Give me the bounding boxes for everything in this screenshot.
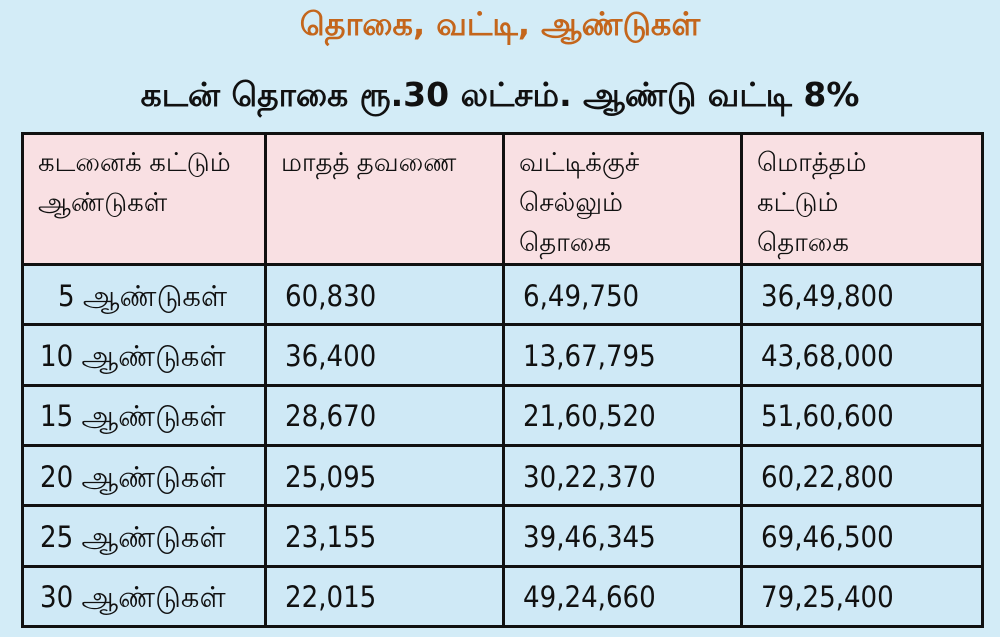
table-row: 20 ஆண்டுகள் 25,095 30,22,370 60,22,800 [21,443,984,508]
page-title: தொகை, வட்டி, ஆண்டுகள் [299,5,701,43]
cell-years: 5 ஆண்டுகள் [21,262,267,327]
table-row: 15 ஆண்டுகள் 28,670 21,60,520 51,60,600 [21,383,984,447]
header-line: செல்லும் [519,188,623,218]
cell-total-amount: 36,49,800 [740,262,984,327]
cell-years: 25 ஆண்டுகள் [21,504,267,568]
cell-monthly-installment: 22,015 [264,564,505,629]
cell-years: 10 ஆண்டுகள் [21,323,267,387]
header-total-amount: மொத்தம் கட்டும் தொகை [740,132,984,266]
header-line: வட்டிக்குச் [519,148,640,178]
cell-total-amount: 79,25,400 [740,564,984,629]
cell-years: 30 ஆண்டுகள் [21,564,267,629]
cell-total-amount: 51,60,600 [740,383,984,447]
cell-total-amount: 43,68,000 [740,323,984,387]
cell-interest-amount: 21,60,520 [502,383,743,447]
table-row: 25 ஆண்டுகள் 23,155 39,46,345 69,46,500 [21,504,984,568]
cell-interest-amount: 6,49,750 [502,262,743,327]
header-line: மொத்தம் [757,148,867,178]
cell-years: 20 ஆண்டுகள் [21,443,267,508]
cell-monthly-installment: 25,095 [264,443,505,508]
cell-interest-amount: 13,67,795 [502,323,743,387]
header-row: கடனைக் கட்டும் ஆண்டுகள் மாதத் தவணை வட்டி… [21,132,984,266]
header-line: கட்டும் [757,188,839,218]
table-header: கடனைக் கட்டும் ஆண்டுகள் மாதத் தவணை வட்டி… [21,132,984,266]
cell-total-amount: 69,46,500 [740,504,984,568]
loan-table: கடனைக் கட்டும் ஆண்டுகள் மாதத் தவணை வட்டி… [21,132,984,629]
cell-total-amount: 60,22,800 [740,443,984,508]
table-body: 5 ஆண்டுகள் 60,830 6,49,750 36,49,800 10 … [21,262,984,629]
cell-monthly-installment: 36,400 [264,323,505,387]
cell-monthly-installment: 60,830 [264,262,505,327]
header-interest-amount: வட்டிக்குச் செல்லும் தொகை [502,132,743,266]
header-line: தொகை [757,228,849,258]
page-subtitle: கடன் தொகை ரூ.30 லட்சம். ஆண்டு வட்டி 8% [140,75,860,114]
header-line: மாதத் தவணை [281,148,457,178]
cell-interest-amount: 49,24,660 [502,564,743,629]
cell-monthly-installment: 23,155 [264,504,505,568]
cell-years: 15 ஆண்டுகள் [21,383,267,447]
cell-interest-amount: 30,22,370 [502,443,743,508]
header-monthly-installment: மாதத் தவணை [264,132,505,266]
table-row: 30 ஆண்டுகள் 22,015 49,24,660 79,25,400 [21,564,984,629]
header-years: கடனைக் கட்டும் ஆண்டுகள் [21,132,267,266]
cell-interest-amount: 39,46,345 [502,504,743,568]
header-line: ஆண்டுகள் [38,188,168,218]
header-line: கடனைக் கட்டும் [38,148,231,178]
cell-monthly-installment: 28,670 [264,383,505,447]
table-row: 10 ஆண்டுகள் 36,400 13,67,795 43,68,000 [21,323,984,387]
table-row: 5 ஆண்டுகள் 60,830 6,49,750 36,49,800 [21,262,984,327]
header-line: தொகை [519,228,611,258]
